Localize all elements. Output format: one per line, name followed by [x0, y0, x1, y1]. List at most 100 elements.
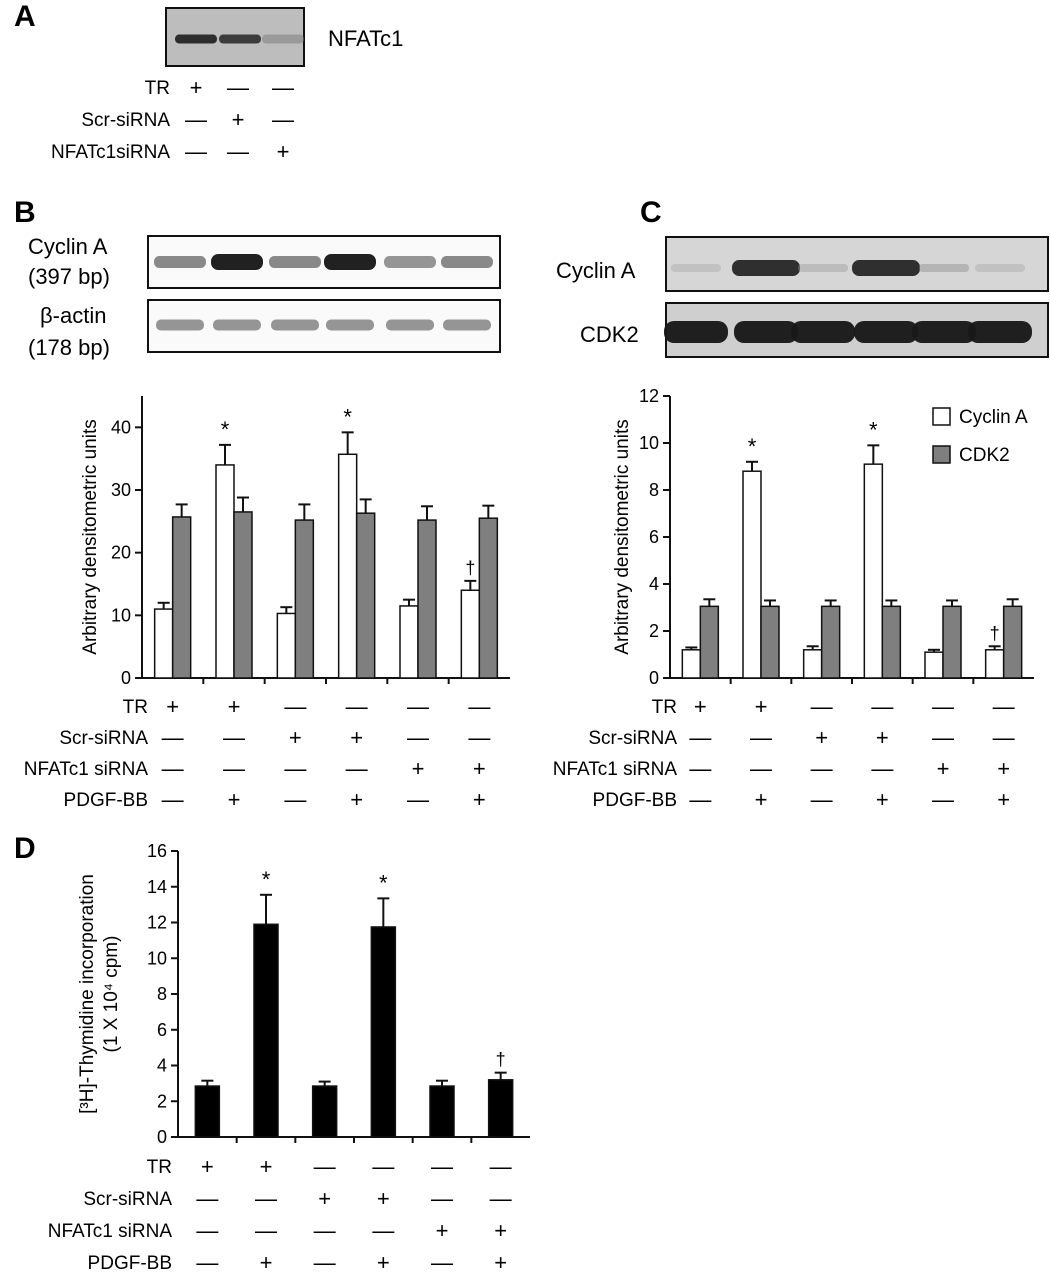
condition-sign: + [494, 1250, 507, 1275]
significance-mark: † [496, 1050, 506, 1070]
y-tick-label: 16 [147, 841, 167, 861]
condition-sign: + [997, 787, 1010, 812]
panel-d: D 0 2 4 6 8 10 12 14 16 * * † [³H]-Thymidine incorpo… [14, 832, 530, 1275]
condition-label: PDGF-BB [64, 790, 148, 811]
significance-mark: * [379, 870, 388, 895]
condition-sign: — [196, 1186, 218, 1211]
bar [194, 1085, 221, 1138]
condition-label: Scr-siRNA [59, 728, 148, 749]
bar [487, 1079, 514, 1138]
condition-sign: — [689, 787, 711, 812]
bar [742, 470, 762, 679]
condition-sign: + [228, 787, 241, 812]
actin-band [213, 319, 261, 331]
condition-sign: — [407, 694, 429, 719]
panel-c-conditions: TR + + — — — — Scr-siRNA — — + + — — NFATc1 siRNA — — — — +… [553, 694, 1015, 812]
condition-sign: — [871, 694, 893, 719]
bar [942, 605, 962, 679]
y-tick-label: 10 [147, 948, 167, 968]
condition-label: Scr-siRNA [588, 728, 677, 749]
panel-letter-d: D [14, 832, 36, 865]
significance-mark: * [748, 434, 757, 459]
condition-label: PDGF-BB [593, 790, 677, 811]
condition-sign: — [750, 756, 772, 781]
condition-sign: + [876, 725, 889, 750]
condition-sign: — [227, 75, 249, 100]
bar [984, 649, 1005, 679]
cyclin-a-blot-band [852, 260, 920, 276]
condition-label: NFATc1siRNA [51, 142, 170, 163]
condition-sign: — [314, 1218, 336, 1243]
panel-b-conditions: TR + + — — — — Scr-siRNA — — + + — — NFATc1 siRNA — — — — +… [24, 694, 491, 812]
condition-sign: — [490, 1186, 512, 1211]
condition-sign: — [284, 694, 306, 719]
nfatc1-band [219, 34, 261, 44]
y-tick-label: 40 [111, 417, 131, 437]
condition-sign: + [997, 756, 1010, 781]
cdk2-blot-band [912, 321, 976, 343]
chart-c: 0 2 4 6 8 10 12 * * † Arbitrary densitometric unit… [612, 386, 1034, 688]
y-tick-label: 0 [157, 1127, 167, 1147]
condition-sign: — [255, 1186, 277, 1211]
condition-sign: + [755, 787, 768, 812]
bar [215, 464, 235, 679]
gel-label-cyclin-a: Cyclin A [28, 234, 108, 259]
cyclin-a-blot-band [671, 264, 721, 272]
condition-sign: — [407, 725, 429, 750]
condition-sign: + [289, 725, 302, 750]
condition-sign: + [473, 787, 486, 812]
condition-sign: + [260, 1250, 273, 1275]
bar [311, 1085, 338, 1138]
condition-label: TR [145, 78, 170, 99]
condition-sign: + [232, 107, 245, 132]
condition-sign: — [272, 107, 294, 132]
panel-b: B Cyclin A (397 bp) β-actin (178 bp) 0 10… [14, 196, 510, 812]
condition-sign: + [201, 1154, 214, 1179]
condition-sign: — [431, 1186, 453, 1211]
condition-sign: — [689, 725, 711, 750]
blot-cyclin-a [665, 236, 1049, 292]
bar [760, 605, 780, 679]
gel-label-actin-size: (178 bp) [28, 335, 110, 360]
significance-mark: † [990, 623, 1000, 643]
condition-sign: — [346, 756, 368, 781]
bar [429, 1085, 455, 1138]
condition-sign: — [272, 75, 294, 100]
panel-letter-a: A [14, 0, 36, 33]
condition-sign: — [932, 725, 954, 750]
cdk2-blot-band [734, 321, 798, 343]
condition-sign: — [223, 725, 245, 750]
panel-letter-c: C [640, 196, 662, 229]
condition-sign: — [811, 756, 833, 781]
bar [802, 649, 823, 679]
cyclin-a-band [324, 254, 376, 270]
condition-label: NFATc1 siRNA [48, 1221, 173, 1242]
panel-c: C Cyclin A CDK2 0 2 4 6 8 10 12 * * † Arbitrary de… [553, 196, 1049, 812]
bar [233, 511, 253, 679]
gel-label-cyclin-a-size: (397 bp) [28, 264, 110, 289]
bar [355, 512, 376, 679]
y-tick-label: 10 [639, 433, 659, 453]
condition-sign: + [228, 694, 241, 719]
actin-band [386, 319, 434, 331]
blot-label-cyclin-a: Cyclin A [556, 258, 636, 283]
condition-sign: + [815, 725, 828, 750]
condition-sign: — [993, 725, 1015, 750]
condition-sign: — [993, 694, 1015, 719]
condition-sign: + [350, 787, 363, 812]
y-tick-label: 20 [111, 543, 131, 563]
panel-d-conditions: TR + + — — — — Scr-siRNA — — + + — — NFATc1 siRNA — — — — +… [48, 1154, 512, 1275]
bar [171, 516, 192, 679]
condition-sign: + [755, 694, 768, 719]
condition-sign: + [260, 1154, 273, 1179]
condition-label: TR [147, 1157, 172, 1178]
condition-sign: — [223, 756, 245, 781]
condition-sign: — [255, 1218, 277, 1243]
y-tick-label: 8 [157, 984, 167, 1004]
condition-sign: — [185, 107, 207, 132]
condition-sign: — [468, 694, 490, 719]
nfatc1-band [175, 34, 217, 44]
condition-sign: — [431, 1154, 453, 1179]
condition-sign: — [284, 756, 306, 781]
